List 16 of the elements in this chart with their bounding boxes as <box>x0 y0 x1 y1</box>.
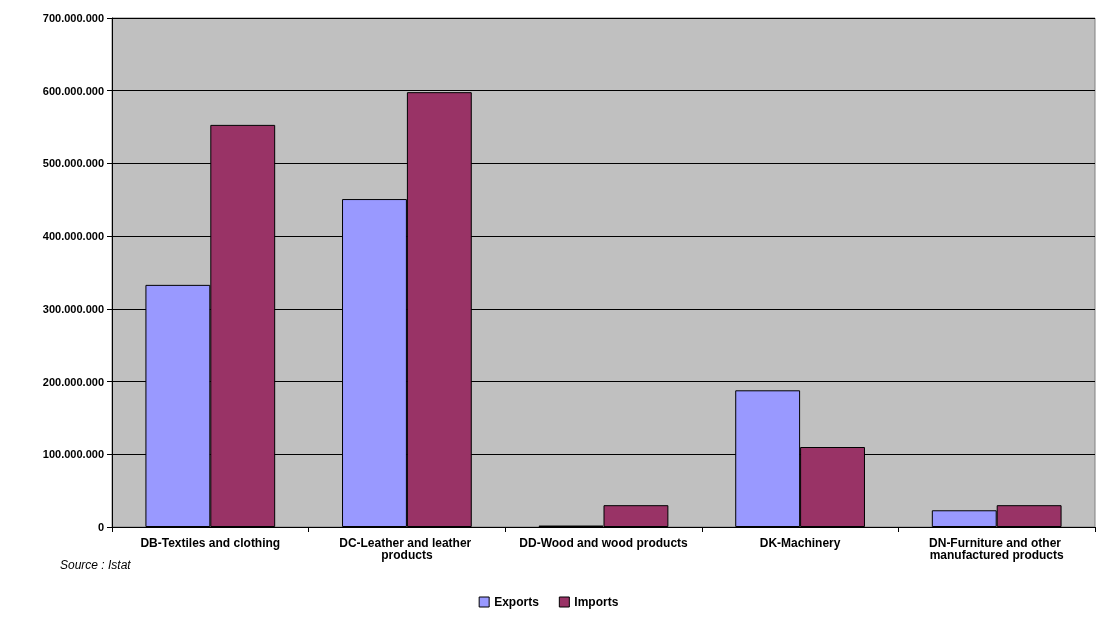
x-tick-label: DK-Machinery <box>759 536 841 550</box>
source-note: Source : Istat <box>60 558 132 572</box>
x-tick-label: DC-Leather and leather products <box>339 536 475 562</box>
y-tick-label: 100.000.000 <box>42 448 104 461</box>
x-tick-label: DD-Wood and wood products <box>519 536 689 550</box>
legend-label: Imports <box>574 595 619 609</box>
x-tick-label: DN-Furniture and other manufactured products <box>929 536 1065 562</box>
x-tick-label: DB-Textiles and clothing <box>140 536 281 550</box>
y-tick-label: 200.000.000 <box>42 375 104 388</box>
y-tick-label: 0 <box>97 521 104 533</box>
y-tick-label: 400.000.000 <box>42 230 104 243</box>
y-tick-label: 500.000.000 <box>42 157 104 170</box>
y-tick-label: 600.000.000 <box>42 84 104 97</box>
y-tick-label: 700.000.000 <box>42 12 104 24</box>
y-tick-label: 300.000.000 <box>42 302 104 315</box>
legend-label: Exports <box>494 595 540 609</box>
